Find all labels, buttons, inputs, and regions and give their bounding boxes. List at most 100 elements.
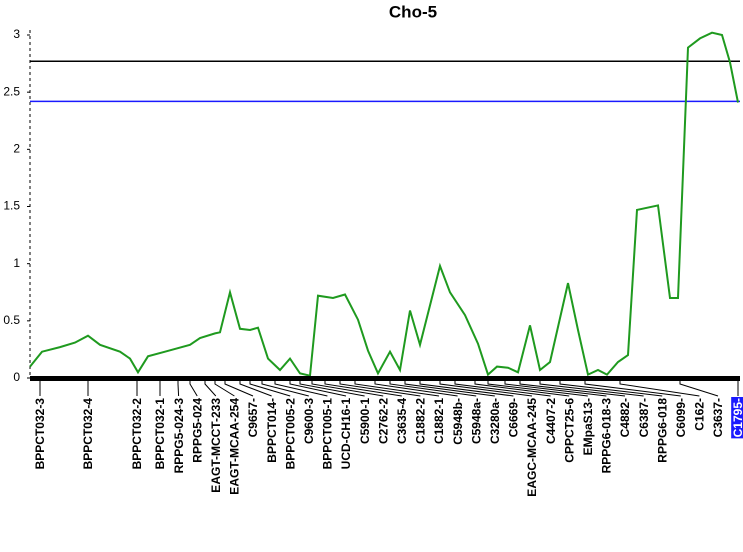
marker-tick: [224, 381, 254, 397]
marker-tick: [261, 381, 309, 397]
marker-label-group: C4407-2: [544, 398, 558, 444]
marker-label-group: C1795-: [731, 396, 743, 439]
marker-tick: [389, 381, 477, 397]
marker-label-group: C1882-1: [432, 398, 446, 444]
marker-label: BPPCT032-2: [130, 398, 144, 470]
marker-tick: [439, 381, 533, 397]
marker-label: C162-: [693, 398, 707, 431]
marker-label-group: C6387-: [637, 398, 651, 437]
marker-label: BPPCT005-1: [321, 398, 335, 470]
chromosome-bar: [30, 376, 740, 381]
marker-label-group: BPPCT032-3: [33, 398, 47, 470]
marker-label-group: C1882-2: [414, 398, 428, 444]
marker-label-group: C5948a-: [469, 398, 483, 444]
marker-tick: [354, 381, 440, 397]
marker-label-group: RPPG6-018-3: [600, 398, 614, 474]
marker-label: C9657-: [246, 398, 260, 437]
marker-label-group: UCD-CH16-1: [339, 398, 353, 470]
marker-label: C3280a-: [488, 398, 502, 444]
marker-tick: [274, 381, 328, 397]
marker-label-group: C162-: [693, 398, 707, 431]
marker-tick: [519, 381, 626, 397]
marker-label-group: BPPCT005-1: [321, 398, 335, 470]
marker-tick: [299, 381, 365, 397]
marker-tick: [539, 381, 644, 397]
marker-tick: [487, 381, 588, 397]
marker-label-group: C4882-: [618, 398, 632, 437]
marker-label-group: C9657-: [246, 398, 260, 437]
marker-label: C4407-2: [544, 398, 558, 444]
marker-tick: [189, 381, 198, 397]
y-tick-label: 2.5: [3, 84, 20, 98]
marker-label: BPPCT005-2: [283, 398, 297, 470]
marker-label: C5948a-: [469, 398, 483, 444]
marker-label: BPPCT032-3: [33, 398, 47, 470]
marker-label-group: EMpaS13-: [581, 398, 595, 455]
y-tick-label: 0.5: [3, 313, 20, 327]
marker-tick: [214, 381, 235, 397]
marker-label: C3637-: [711, 398, 725, 437]
marker-label-group: C2762-2: [376, 398, 390, 444]
marker-label-group: EAGC-MCAA-245: [525, 398, 539, 497]
marker-label: EAGC-MCAA-245: [525, 398, 539, 497]
marker-tick: [419, 381, 514, 397]
marker-tick: [239, 381, 272, 397]
marker-tick: [324, 381, 402, 397]
marker-tick: [404, 381, 495, 397]
marker-label: C4882-: [618, 398, 632, 437]
marker-label: C6387-: [637, 398, 651, 437]
marker-label-group: C6669-: [507, 398, 521, 437]
marker-label-group: BPPCT014-: [265, 398, 279, 463]
marker-label-group: BPPCT032-2: [130, 398, 144, 470]
marker-label-group: C3280a-: [488, 398, 502, 444]
lod-line: [29, 31, 739, 377]
marker-tick: [289, 381, 347, 397]
marker-label: C5900-1: [358, 398, 372, 444]
marker-highlight: [731, 396, 743, 439]
marker-label: BPPCT032-4: [81, 398, 95, 470]
marker-label: EMpaS13-: [581, 398, 595, 455]
marker-label-group: C3635-4: [395, 398, 409, 444]
marker-label: CPPCT25-6: [562, 398, 576, 463]
marker-label: C2762-2: [376, 398, 390, 444]
marker-label: C6099-: [674, 398, 688, 437]
marker-tick: [374, 381, 458, 397]
marker-label-group: C9600-3: [302, 398, 316, 444]
marker-tick: [454, 381, 551, 397]
marker-label: RPPG6-018: [655, 398, 669, 463]
marker-label-group: CPPCT25-6: [562, 398, 576, 463]
marker-label-group: C5900-1: [358, 398, 372, 444]
marker-label-group: RPPG5-024: [190, 398, 204, 463]
marker-label-group: BPPCT032-1: [153, 398, 167, 470]
marker-tick: [504, 381, 607, 397]
marker-tick: [311, 381, 384, 397]
marker-tick: [474, 381, 570, 397]
marker-label: RPPG5-024: [190, 398, 204, 463]
y-tick-label: 3: [13, 27, 20, 41]
marker-label: UCD-CH16-1: [339, 398, 353, 470]
marker-label-group: RPPG5-024-3: [172, 398, 186, 474]
marker-tick: [619, 381, 700, 397]
chart-title: Cho-5: [389, 2, 437, 21]
marker-label-group: C3637-: [711, 398, 725, 437]
marker-label: BPPCT032-1: [153, 398, 167, 470]
marker-label-group: C5948b-: [451, 398, 465, 445]
marker-label: C1882-1: [432, 398, 446, 444]
marker-label: RPPG5-024-3: [172, 398, 186, 474]
marker-label: C6669-: [507, 398, 521, 437]
marker-label: EAGT-MCAA-254: [228, 398, 242, 495]
marker-tick: [339, 381, 421, 397]
marker-tick: [559, 381, 663, 397]
y-tick-label: 2: [13, 142, 20, 156]
marker-label-group: C6099-: [674, 398, 688, 437]
marker-label: BPPCT014-: [265, 398, 279, 463]
marker-tick: [177, 381, 180, 397]
marker-label-group: EAGT-MCAA-254: [228, 398, 242, 495]
y-tick-label: 1: [13, 256, 20, 270]
marker-tick: [249, 381, 291, 397]
marker-label: C1882-2: [414, 398, 428, 444]
marker-label: C3635-4: [395, 398, 409, 444]
marker-label: C1795-: [731, 398, 743, 437]
